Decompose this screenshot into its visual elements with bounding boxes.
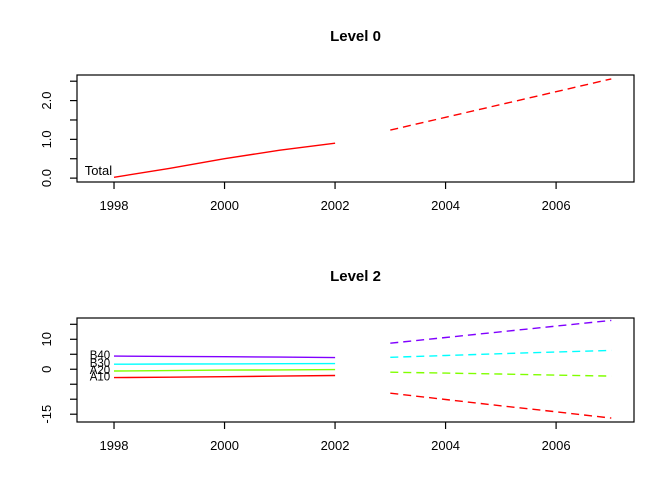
series-label-a10: A10 xyxy=(90,372,110,384)
series-b40-forecast-line xyxy=(390,319,612,344)
level-0-plot: 1998 2000 2002 2004 2006 0.0 1.0 2.0 Total xyxy=(39,74,635,213)
series-a10-forecast-line xyxy=(390,392,612,419)
series-b40-history-line xyxy=(113,355,336,359)
series-label-total: Total xyxy=(85,163,113,178)
y-tick-label: -15 xyxy=(39,405,54,424)
series-a20-forecast-line xyxy=(390,371,612,377)
plot-box xyxy=(76,74,635,183)
series-label-a20: A20 xyxy=(90,365,110,377)
y-tick-label: 0 xyxy=(39,366,54,373)
x-tick-label: 2002 xyxy=(321,438,350,453)
panel-level-0: Level 0 1998 2000 2002 2004 2006 0.0 1.0 2.0 Tot… xyxy=(39,28,635,213)
x-tick-label: 2000 xyxy=(210,438,239,453)
x-tick-label: 2006 xyxy=(542,198,571,213)
panel-level-2: Level 2 1998 2000 2002 2004 2006 -15 0 10 A10 A20… xyxy=(0,240,672,480)
series-a20-history-line xyxy=(113,368,336,372)
x-tick-label: 2004 xyxy=(431,198,460,213)
x-tick-label: 1998 xyxy=(100,438,129,453)
y-tick-label: 0.0 xyxy=(39,169,54,187)
series-a10-history-line xyxy=(113,374,336,379)
x-tick-label: 2000 xyxy=(210,198,239,213)
x-tick-label: 2006 xyxy=(542,438,571,453)
series-total-history-line xyxy=(113,142,336,178)
series-label-b30: B30 xyxy=(90,358,110,370)
y-tick-label: 1.0 xyxy=(39,130,54,148)
series-total-forecast-line xyxy=(390,78,612,131)
series-b30-forecast-line xyxy=(390,349,612,358)
plot-box xyxy=(76,317,635,423)
x-tick-label: 2004 xyxy=(431,438,460,453)
x-tick-label: 1998 xyxy=(100,198,129,213)
series-label-b40: B40 xyxy=(90,350,110,362)
panel-level-0-title: Level 0 xyxy=(330,28,381,45)
x-tick-label: 2002 xyxy=(321,198,350,213)
panel-level-2-title: Level 2 xyxy=(330,268,381,285)
y-tick-label: 10 xyxy=(39,332,54,346)
y-tick-label: 2.0 xyxy=(39,92,54,110)
series-b30-history-line xyxy=(113,362,336,365)
